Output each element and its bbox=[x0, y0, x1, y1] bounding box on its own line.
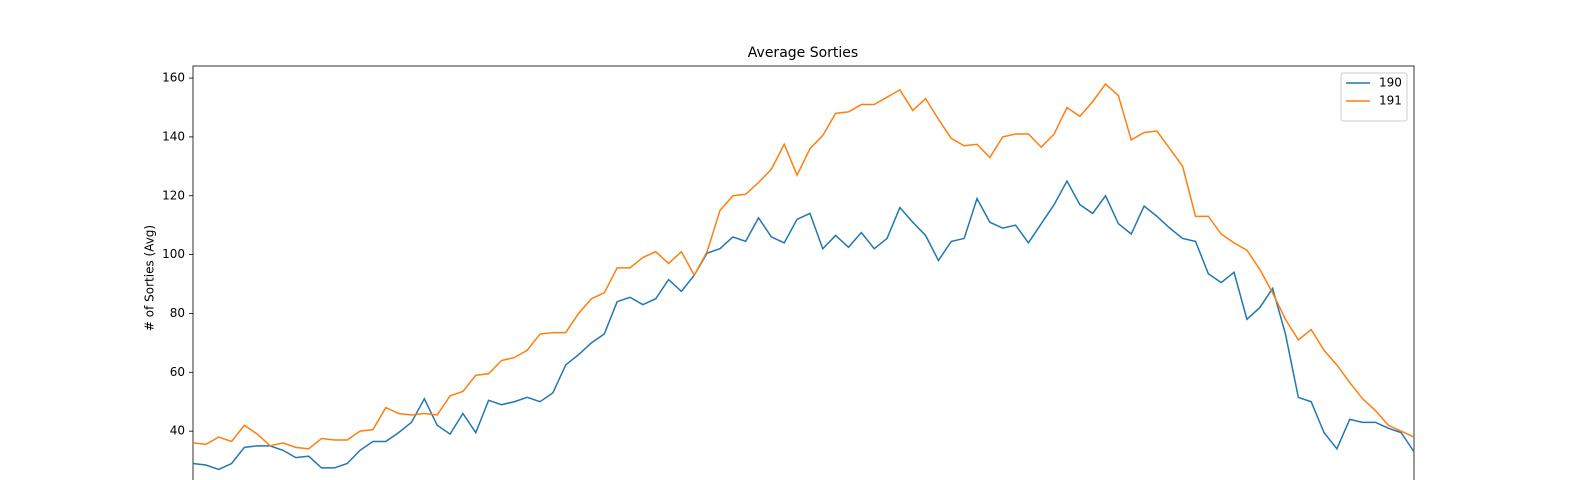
line-series bbox=[192, 179, 1415, 471]
y-tick-label: 120 bbox=[162, 188, 185, 202]
y-tick-label: 160 bbox=[162, 71, 185, 85]
y-tick-label: 80 bbox=[170, 306, 185, 320]
chart-title: Average Sorties bbox=[748, 45, 858, 61]
line-series bbox=[192, 82, 1415, 450]
y-tick-label: 100 bbox=[162, 247, 185, 261]
y-tick-label: 60 bbox=[170, 365, 185, 379]
legend-box bbox=[1340, 72, 1408, 122]
legend-label: 190 bbox=[1379, 76, 1402, 90]
y-tick-label: 140 bbox=[162, 129, 185, 143]
plot-frame bbox=[192, 65, 1415, 480]
legend-label: 191 bbox=[1379, 94, 1402, 108]
y-axis-label: # of Sorties (Avg) bbox=[143, 225, 157, 331]
y-tick-label: 40 bbox=[170, 424, 185, 438]
